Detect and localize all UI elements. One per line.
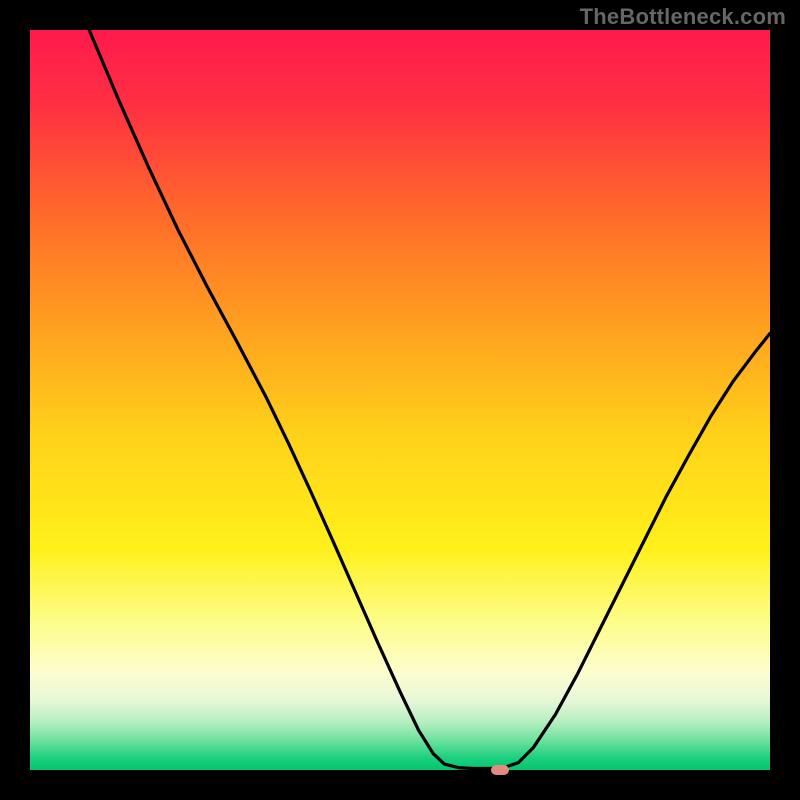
chart-frame: TheBottleneck.com [0, 0, 800, 800]
plot-area [30, 30, 770, 770]
watermark-text: TheBottleneck.com [580, 4, 786, 30]
optimal-marker [491, 765, 509, 775]
bottleneck-curve [30, 30, 770, 770]
